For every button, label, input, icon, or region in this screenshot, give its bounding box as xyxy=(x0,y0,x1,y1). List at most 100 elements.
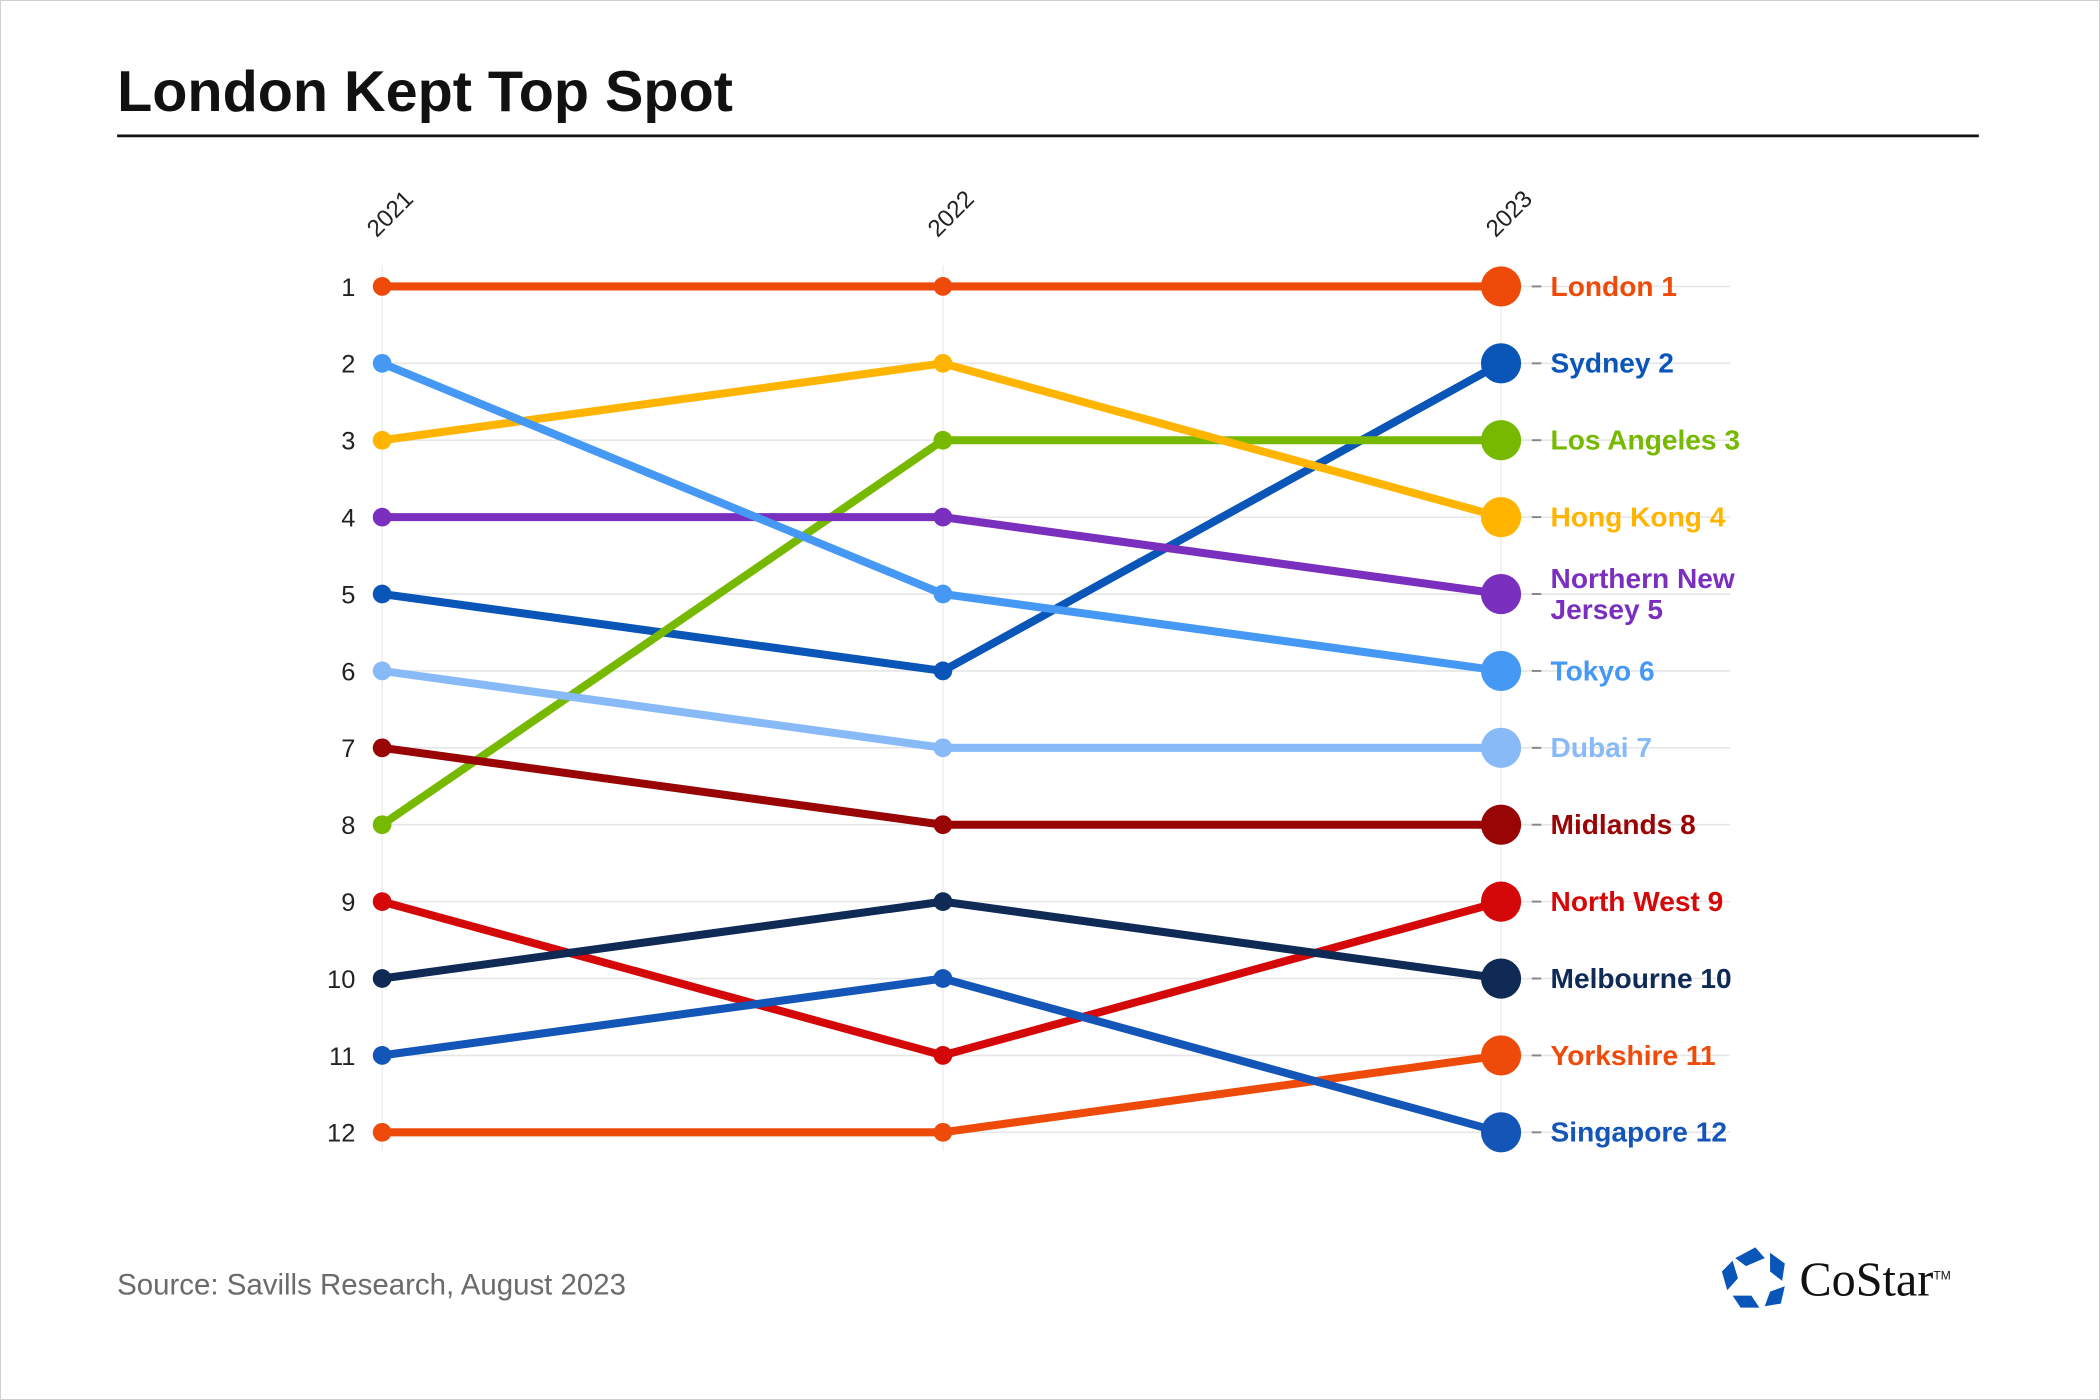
data-point xyxy=(1480,650,1522,691)
y-tick-label: 9 xyxy=(341,889,355,917)
y-tick-label: 8 xyxy=(341,812,355,840)
data-point xyxy=(1480,266,1522,307)
series-north-west: North West 9 xyxy=(372,881,1724,1065)
data-point xyxy=(933,738,953,758)
series-northern-new-jersey: Northern New Jersey 5 xyxy=(372,507,1735,625)
y-tick-label: 2 xyxy=(341,351,355,379)
y-tick-label: 12 xyxy=(327,1120,355,1148)
data-point xyxy=(933,507,953,527)
series-london: London 1 xyxy=(372,266,1677,307)
series-end-label: Tokyo 6 xyxy=(1551,655,1655,686)
y-tick-label: 6 xyxy=(341,658,355,686)
data-point xyxy=(1480,1035,1522,1076)
series-dubai: Dubai 7 xyxy=(372,661,1652,768)
series-end-label: Midlands 8 xyxy=(1551,809,1696,840)
label-line: Hong Kong 4 xyxy=(1551,501,1726,532)
data-point xyxy=(372,507,392,527)
label-line: Los Angeles 3 xyxy=(1551,425,1740,456)
y-tick-label: 11 xyxy=(329,1043,355,1071)
data-point xyxy=(372,892,392,911)
y-tick-label: 3 xyxy=(341,428,355,456)
series-line xyxy=(381,897,1502,983)
data-point xyxy=(1480,881,1522,922)
label-line: Jersey 5 xyxy=(1551,594,1664,625)
x-axis-ticks: 2021 2022 2023 xyxy=(362,186,1538,243)
series-end-label: Dubai 7 xyxy=(1551,732,1652,763)
label-line: Sydney 2 xyxy=(1551,348,1674,379)
x-tick-label: 2021 xyxy=(362,186,419,243)
logo-trademark: TM xyxy=(1933,1269,1950,1283)
y-tick-label: 1 xyxy=(341,274,355,302)
label-line: Yorkshire 11 xyxy=(1551,1040,1716,1071)
data-point xyxy=(372,815,392,835)
series-tokyo: Tokyo 6 xyxy=(372,353,1655,691)
label-line: North West 9 xyxy=(1551,886,1724,917)
series-end-label: Sydney 2 xyxy=(1551,348,1674,379)
data-point xyxy=(933,892,953,911)
logo-text: CoStar xyxy=(1800,1254,1934,1307)
costar-star-icon xyxy=(1721,1247,1785,1308)
series-end-label: Los Angeles 3 xyxy=(1551,425,1740,456)
series-end-label: London 1 xyxy=(1551,271,1677,302)
data-point xyxy=(933,661,953,681)
label-line: Melbourne 10 xyxy=(1551,963,1732,994)
y-tick-label: 4 xyxy=(341,504,355,532)
label-line: Tokyo 6 xyxy=(1551,655,1655,686)
x-tick-label: 2023 xyxy=(1481,186,1538,243)
data-point xyxy=(1480,343,1522,384)
data-point xyxy=(372,738,392,758)
y-tick-label: 5 xyxy=(341,581,355,609)
costar-logo: CoStar TM xyxy=(1721,1247,1951,1308)
series-end-label: North West 9 xyxy=(1551,886,1724,917)
data-point xyxy=(372,1046,392,1065)
series-group: London 1 Sydney 2 Los Angeles 3 Hong Kong 4… xyxy=(372,266,1740,1153)
series-line xyxy=(382,513,1502,598)
data-point xyxy=(372,584,392,604)
y-tick-label: 7 xyxy=(341,735,355,763)
data-point xyxy=(933,815,953,835)
series-end-label: Melbourne 10 xyxy=(1551,963,1732,994)
label-line: Dubai 7 xyxy=(1551,732,1652,763)
y-tick-label: 10 xyxy=(327,966,355,994)
data-point xyxy=(1480,727,1522,768)
data-point xyxy=(372,661,392,681)
data-point xyxy=(1480,958,1522,999)
label-line: London 1 xyxy=(1551,271,1677,302)
series-midlands: Midlands 8 xyxy=(372,738,1696,845)
data-point xyxy=(372,1122,392,1142)
data-point xyxy=(372,277,392,296)
series-end-label: Singapore 12 xyxy=(1551,1117,1727,1148)
series-singapore: Singapore 12 xyxy=(372,969,1727,1153)
data-point xyxy=(1480,804,1522,845)
series-line xyxy=(381,743,1502,829)
series-end-label: Hong Kong 4 xyxy=(1551,501,1726,532)
source-note: Source: Savills Research, August 2023 xyxy=(117,1268,626,1301)
data-point xyxy=(933,353,953,373)
data-point xyxy=(933,1046,953,1065)
data-point xyxy=(372,430,392,450)
data-point xyxy=(933,277,953,296)
data-point xyxy=(1480,573,1522,615)
chart-title: London Kept Top Spot xyxy=(117,60,733,124)
data-point xyxy=(1480,497,1522,538)
data-point xyxy=(933,584,953,604)
series-end-label: Northern New Jersey 5 xyxy=(1551,563,1735,625)
data-point xyxy=(933,969,953,988)
x-tick-label: 2022 xyxy=(923,186,980,243)
data-point xyxy=(372,353,392,373)
series-end-label: Yorkshire 11 xyxy=(1551,1040,1716,1071)
data-point xyxy=(1480,420,1522,461)
data-point xyxy=(372,969,392,988)
data-point xyxy=(933,430,953,450)
label-line: Northern New xyxy=(1551,563,1735,594)
label-line: Midlands 8 xyxy=(1551,809,1696,840)
series-line xyxy=(382,1051,1502,1137)
data-point xyxy=(933,1122,953,1142)
series-hong-kong: Hong Kong 4 xyxy=(372,353,1726,538)
data-point xyxy=(1480,1112,1522,1153)
label-line: Singapore 12 xyxy=(1551,1117,1727,1148)
series-melbourne: Melbourne 10 xyxy=(372,892,1732,999)
